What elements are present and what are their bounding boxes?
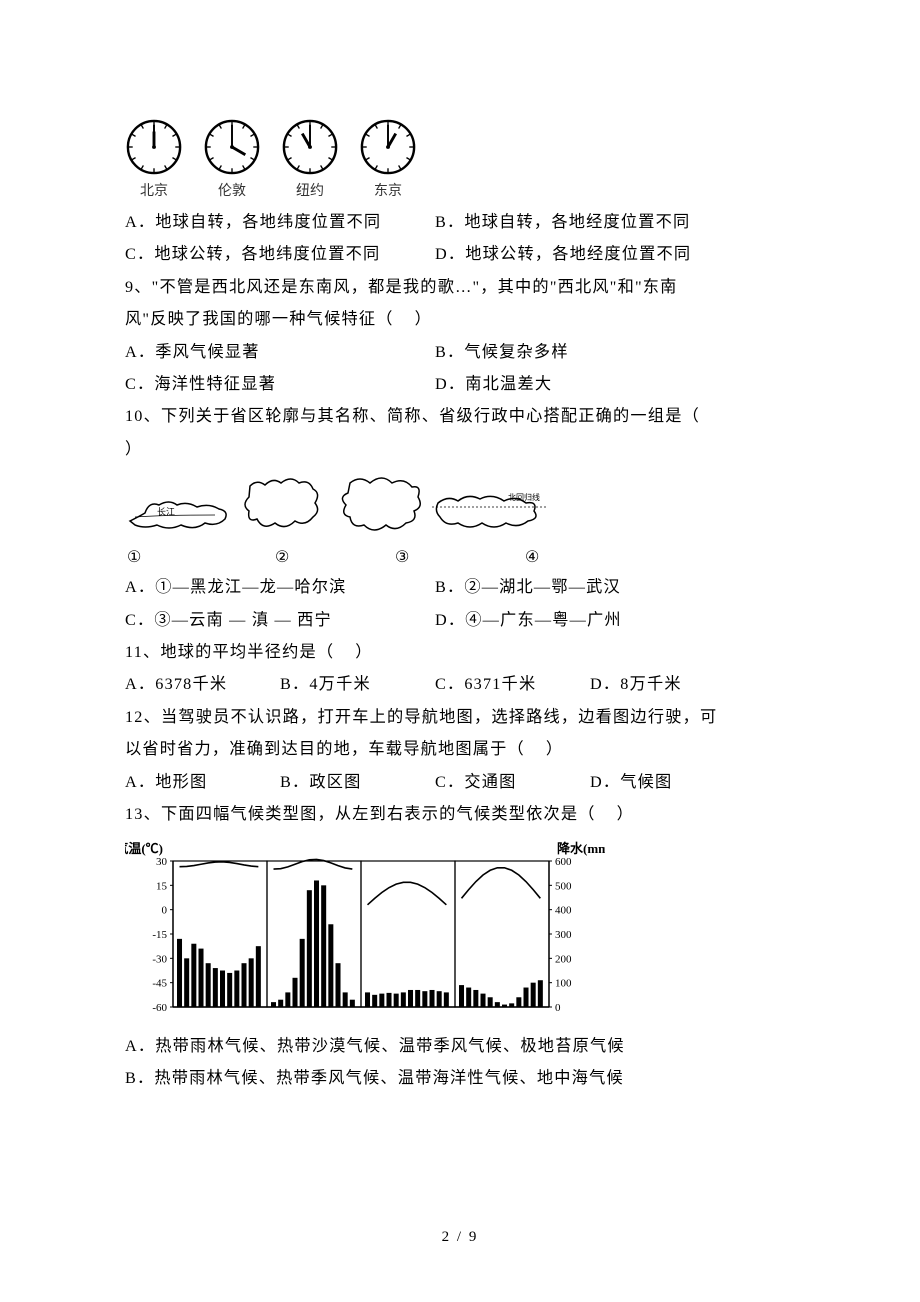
province-shape-4-icon: 北回归线 xyxy=(430,485,550,541)
svg-text:400: 400 xyxy=(555,904,572,916)
clock-face-icon xyxy=(281,118,339,176)
option-c: C．海洋性特征显著 xyxy=(125,368,435,400)
svg-text:200: 200 xyxy=(555,953,572,965)
option-a: A．地形图 xyxy=(125,766,280,798)
svg-text:-45: -45 xyxy=(152,977,167,989)
clock-london: 伦敦 xyxy=(203,118,261,200)
svg-text:-60: -60 xyxy=(152,1002,167,1014)
option-c: C．6371千米 xyxy=(435,668,590,700)
clock-newyork: 纽约 xyxy=(281,118,339,200)
clocks-row: 北京 伦敦 xyxy=(125,118,810,200)
svg-text:0: 0 xyxy=(162,904,168,916)
option-d: D．地球公转，各地经度位置不同 xyxy=(435,238,691,270)
q12-stem-2: 以省时省力，准确到达目的地，车载导航地图属于（ ） xyxy=(125,733,810,765)
svg-text:100: 100 xyxy=(555,977,572,989)
option-a: A．季风气候显著 xyxy=(125,336,435,368)
province-shape-3-icon xyxy=(330,471,430,541)
q13-stem: 13、下面四幅气候类型图，从左到右表示的气候类型依次是（ ） xyxy=(125,798,810,830)
clock-face-icon xyxy=(359,118,417,176)
option-a: A．地球自转，各地纬度位置不同 xyxy=(125,206,435,238)
q9-row-ab: A．季风气候显著 B．气候复杂多样 xyxy=(125,336,810,368)
q10-stem-1: 10、下列关于省区轮廓与其名称、简称、省级行政中心搭配正确的一组是（ xyxy=(125,400,810,432)
clock-label: 北京 xyxy=(140,180,168,200)
clock-label: 东京 xyxy=(374,180,402,200)
q9-stem-2: 风"反映了我国的哪一种气候特征（ ） xyxy=(125,303,810,335)
q12-options: A．地形图 B．政区图 C．交通图 D．气候图 xyxy=(125,766,810,798)
option-b: B．气候复杂多样 xyxy=(435,336,569,368)
clock-label: 纽约 xyxy=(296,180,324,200)
q10-stem-2: ） xyxy=(125,433,810,465)
svg-text:-15: -15 xyxy=(152,929,167,941)
option-d: D．南北温差大 xyxy=(435,368,552,400)
province-shapes-row: 长江 北回归线 xyxy=(125,471,810,541)
clock-tokyo: 东京 xyxy=(359,118,417,200)
option-d: D．8万千米 xyxy=(590,668,745,700)
option-a: A．①—黑龙江—龙—哈尔滨 xyxy=(125,571,435,603)
svg-text:-30: -30 xyxy=(152,953,167,965)
q9-row-cd: C．海洋性特征显著 D．南北温差大 xyxy=(125,368,810,400)
river-label: 长江 xyxy=(157,506,175,517)
q10-row-ab: A．①—黑龙江—龙—哈尔滨 B．②—湖北—鄂—武汉 xyxy=(125,571,810,603)
num-2: ② xyxy=(275,547,395,567)
province-numbers: ① ② ③ ④ xyxy=(125,547,810,567)
svg-text:15: 15 xyxy=(156,880,168,892)
option-c: C．交通图 xyxy=(435,766,590,798)
clock-beijing: 北京 xyxy=(125,118,183,200)
num-1: ① xyxy=(125,547,275,567)
province-shape-1-icon: 长江 xyxy=(125,481,235,541)
option-a: A．6378千米 xyxy=(125,668,280,700)
clock-face-icon xyxy=(203,118,261,176)
option-b: B．政区图 xyxy=(280,766,435,798)
q13-option-a: A．热带雨林气候、热带沙漠气候、温带季风气候、极地苔原气候 xyxy=(125,1030,810,1062)
clock-label: 伦敦 xyxy=(218,180,246,200)
svg-text:0: 0 xyxy=(555,1002,561,1014)
option-c: C．地球公转，各地纬度位置不同 xyxy=(125,238,435,270)
num-3: ③ xyxy=(395,547,525,567)
q12-stem-1: 12、当驾驶员不认识路，打开车上的导航地图，选择路线，边看图边行驶，可 xyxy=(125,701,810,733)
clock-face-icon xyxy=(125,118,183,176)
option-d: D．气候图 xyxy=(590,766,745,798)
q8-row-cd: C．地球公转，各地纬度位置不同 D．地球公转，各地经度位置不同 xyxy=(125,238,810,270)
option-b: B．②—湖北—鄂—武汉 xyxy=(435,571,621,603)
province-shape-2-icon xyxy=(235,471,330,541)
option-d: D．④—广东—粤—广州 xyxy=(435,604,622,636)
q13-option-b: B．热带雨林气候、热带季风气候、温带海洋性气候、地中海气候 xyxy=(125,1062,810,1094)
climate-chart: 气温(℃) 降水(mm) 30 15 0 -15 -30 -45 -60 600 500 400 300… xyxy=(125,839,810,1024)
q9-stem-1: 9、"不管是西北风还是东南风，都是我的歌…"，其中的"西北风"和"东南 xyxy=(125,271,810,303)
svg-text:30: 30 xyxy=(156,856,168,868)
svg-text:降水(mm): 降水(mm) xyxy=(557,841,605,856)
q10-row-cd: C．③—云南 — 滇 — 西宁 D．④—广东—粤—广州 xyxy=(125,604,810,636)
climate-chart-svg: 气温(℃) 降水(mm) 30 15 0 -15 -30 -45 -60 600 500 400 300… xyxy=(125,839,605,1019)
option-b: B．4万千米 xyxy=(280,668,435,700)
svg-text:300: 300 xyxy=(555,929,572,941)
q8-row-ab: A．地球自转，各地纬度位置不同 B．地球自转，各地经度位置不同 xyxy=(125,206,810,238)
svg-text:500: 500 xyxy=(555,880,572,892)
option-b: B．地球自转，各地经度位置不同 xyxy=(435,206,690,238)
option-c: C．③—云南 — 滇 — 西宁 xyxy=(125,604,435,636)
tropic-label: 北回归线 xyxy=(508,492,540,502)
q11-stem: 11、地球的平均半径约是（ ） xyxy=(125,636,810,668)
page-number: 2 / 9 xyxy=(0,1229,920,1246)
num-4: ④ xyxy=(525,547,540,567)
svg-text:600: 600 xyxy=(555,856,572,868)
svg-text:气温(℃): 气温(℃) xyxy=(125,841,163,856)
q11-options: A．6378千米 B．4万千米 C．6371千米 D．8万千米 xyxy=(125,668,810,700)
